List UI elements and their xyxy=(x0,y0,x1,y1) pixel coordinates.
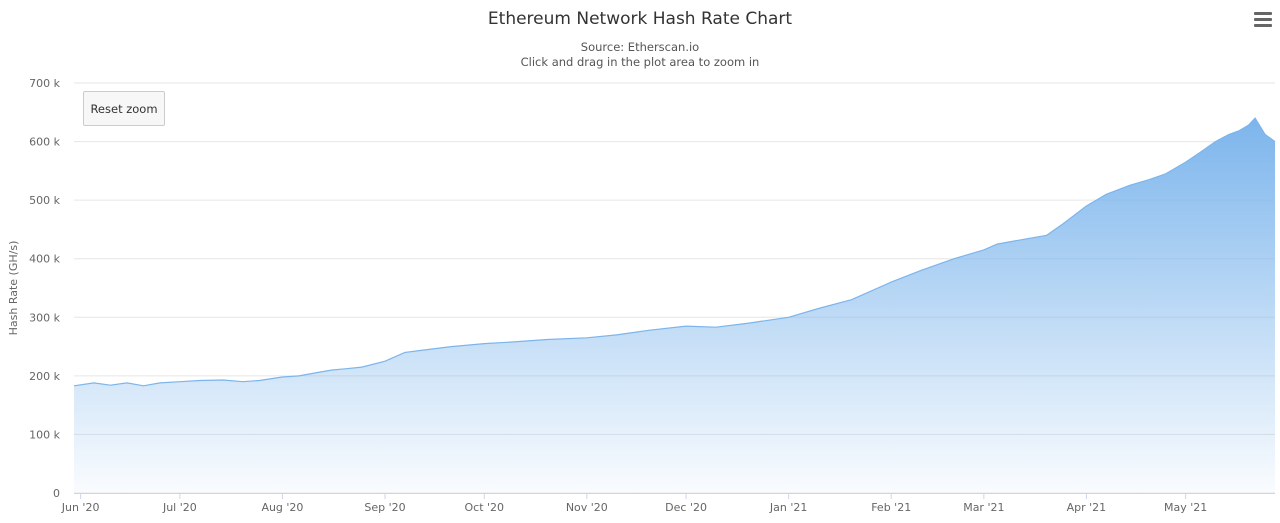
x-tick-label: Feb '21 xyxy=(871,501,911,514)
data-point xyxy=(199,380,201,382)
data-point xyxy=(1185,161,1187,163)
x-tick-label: Dec '20 xyxy=(665,501,707,514)
data-point xyxy=(1228,134,1230,136)
data-point xyxy=(427,349,429,351)
y-tick-label: 0 xyxy=(53,487,60,500)
data-point xyxy=(1029,237,1031,239)
data-point xyxy=(1128,185,1130,187)
data-point xyxy=(73,385,75,387)
data-point xyxy=(513,341,515,343)
hamburger-menu-icon[interactable] xyxy=(1254,12,1272,28)
data-point xyxy=(748,322,750,324)
data-point xyxy=(851,299,853,301)
data-point xyxy=(109,384,111,386)
data-point xyxy=(298,375,300,377)
data-point xyxy=(953,258,955,260)
data-point xyxy=(685,325,687,327)
data-point xyxy=(1254,117,1256,119)
data-point xyxy=(817,308,819,310)
data-point xyxy=(258,380,260,382)
data-point xyxy=(450,346,452,348)
data-point xyxy=(143,385,145,387)
axes: 0 100 k 200 k 300 k 400 k 500 k 600 k 700 k Jun … xyxy=(29,77,1275,514)
data-point xyxy=(315,372,317,374)
data-point xyxy=(1085,205,1087,207)
series-area xyxy=(73,117,1276,493)
data-point xyxy=(1274,141,1276,143)
data-point xyxy=(404,351,406,353)
data-point xyxy=(1105,193,1107,195)
zoom-hint: Click and drag in the plot area to zoom … xyxy=(520,55,760,69)
y-tick-label: 100 k xyxy=(29,428,60,441)
data-point xyxy=(788,316,790,318)
data-point xyxy=(1198,152,1200,154)
data-point xyxy=(483,343,485,345)
x-tick-label: Jul '20 xyxy=(162,501,197,514)
data-point xyxy=(222,379,224,381)
data-point xyxy=(1062,223,1064,225)
chart-title: Ethereum Network Hash Rate Chart xyxy=(487,9,793,29)
data-point xyxy=(331,369,333,371)
data-point xyxy=(179,381,181,383)
data-point xyxy=(586,337,588,339)
data-point xyxy=(983,249,985,251)
data-point xyxy=(890,281,892,283)
data-point xyxy=(649,329,651,331)
data-point xyxy=(715,326,717,328)
data-point xyxy=(126,382,128,384)
x-tick-label: Oct '20 xyxy=(464,501,504,514)
data-point xyxy=(996,243,998,245)
reset-zoom-button[interactable]: Reset zoom xyxy=(83,91,165,126)
data-point xyxy=(281,376,283,378)
data-point xyxy=(361,366,363,368)
y-tick-label: 500 k xyxy=(29,194,60,207)
y-tick-label: 400 k xyxy=(29,253,60,266)
data-point xyxy=(344,368,346,370)
data-point xyxy=(1264,134,1266,136)
x-tick-label: Nov '20 xyxy=(566,501,608,514)
y-tick-label: 700 k xyxy=(29,77,60,90)
data-point xyxy=(1148,179,1150,181)
data-point xyxy=(1013,240,1015,242)
data-point xyxy=(159,382,161,384)
x-tick-label: Mar '21 xyxy=(963,501,1004,514)
data-point xyxy=(1214,141,1216,143)
data-point xyxy=(546,339,548,341)
y-axis-label: Hash Rate (GH/s) xyxy=(7,241,20,336)
data-point xyxy=(1248,124,1250,126)
x-tick-label: Aug '20 xyxy=(261,501,303,514)
data-point xyxy=(384,360,386,362)
data-point xyxy=(1238,130,1240,132)
data-point xyxy=(616,334,618,336)
y-tick-label: 200 k xyxy=(29,370,60,383)
data-point xyxy=(1165,173,1167,175)
y-tick-label: 300 k xyxy=(29,311,60,324)
y-tick-label: 600 k xyxy=(29,136,60,149)
series-area-fill xyxy=(74,118,1275,493)
data-point xyxy=(242,381,244,383)
chart-source: Source: Etherscan.io xyxy=(580,40,700,54)
x-tick-label: May '21 xyxy=(1164,501,1207,514)
series-line xyxy=(73,117,1276,387)
x-tick-label: Sep '20 xyxy=(364,501,405,514)
x-tick-label: Jan '21 xyxy=(769,501,807,514)
x-tick-label: Jun '20 xyxy=(61,501,100,514)
data-point xyxy=(920,269,922,271)
x-tick-label: Apr '21 xyxy=(1067,501,1107,514)
data-point xyxy=(93,382,95,384)
data-point xyxy=(1046,234,1048,236)
